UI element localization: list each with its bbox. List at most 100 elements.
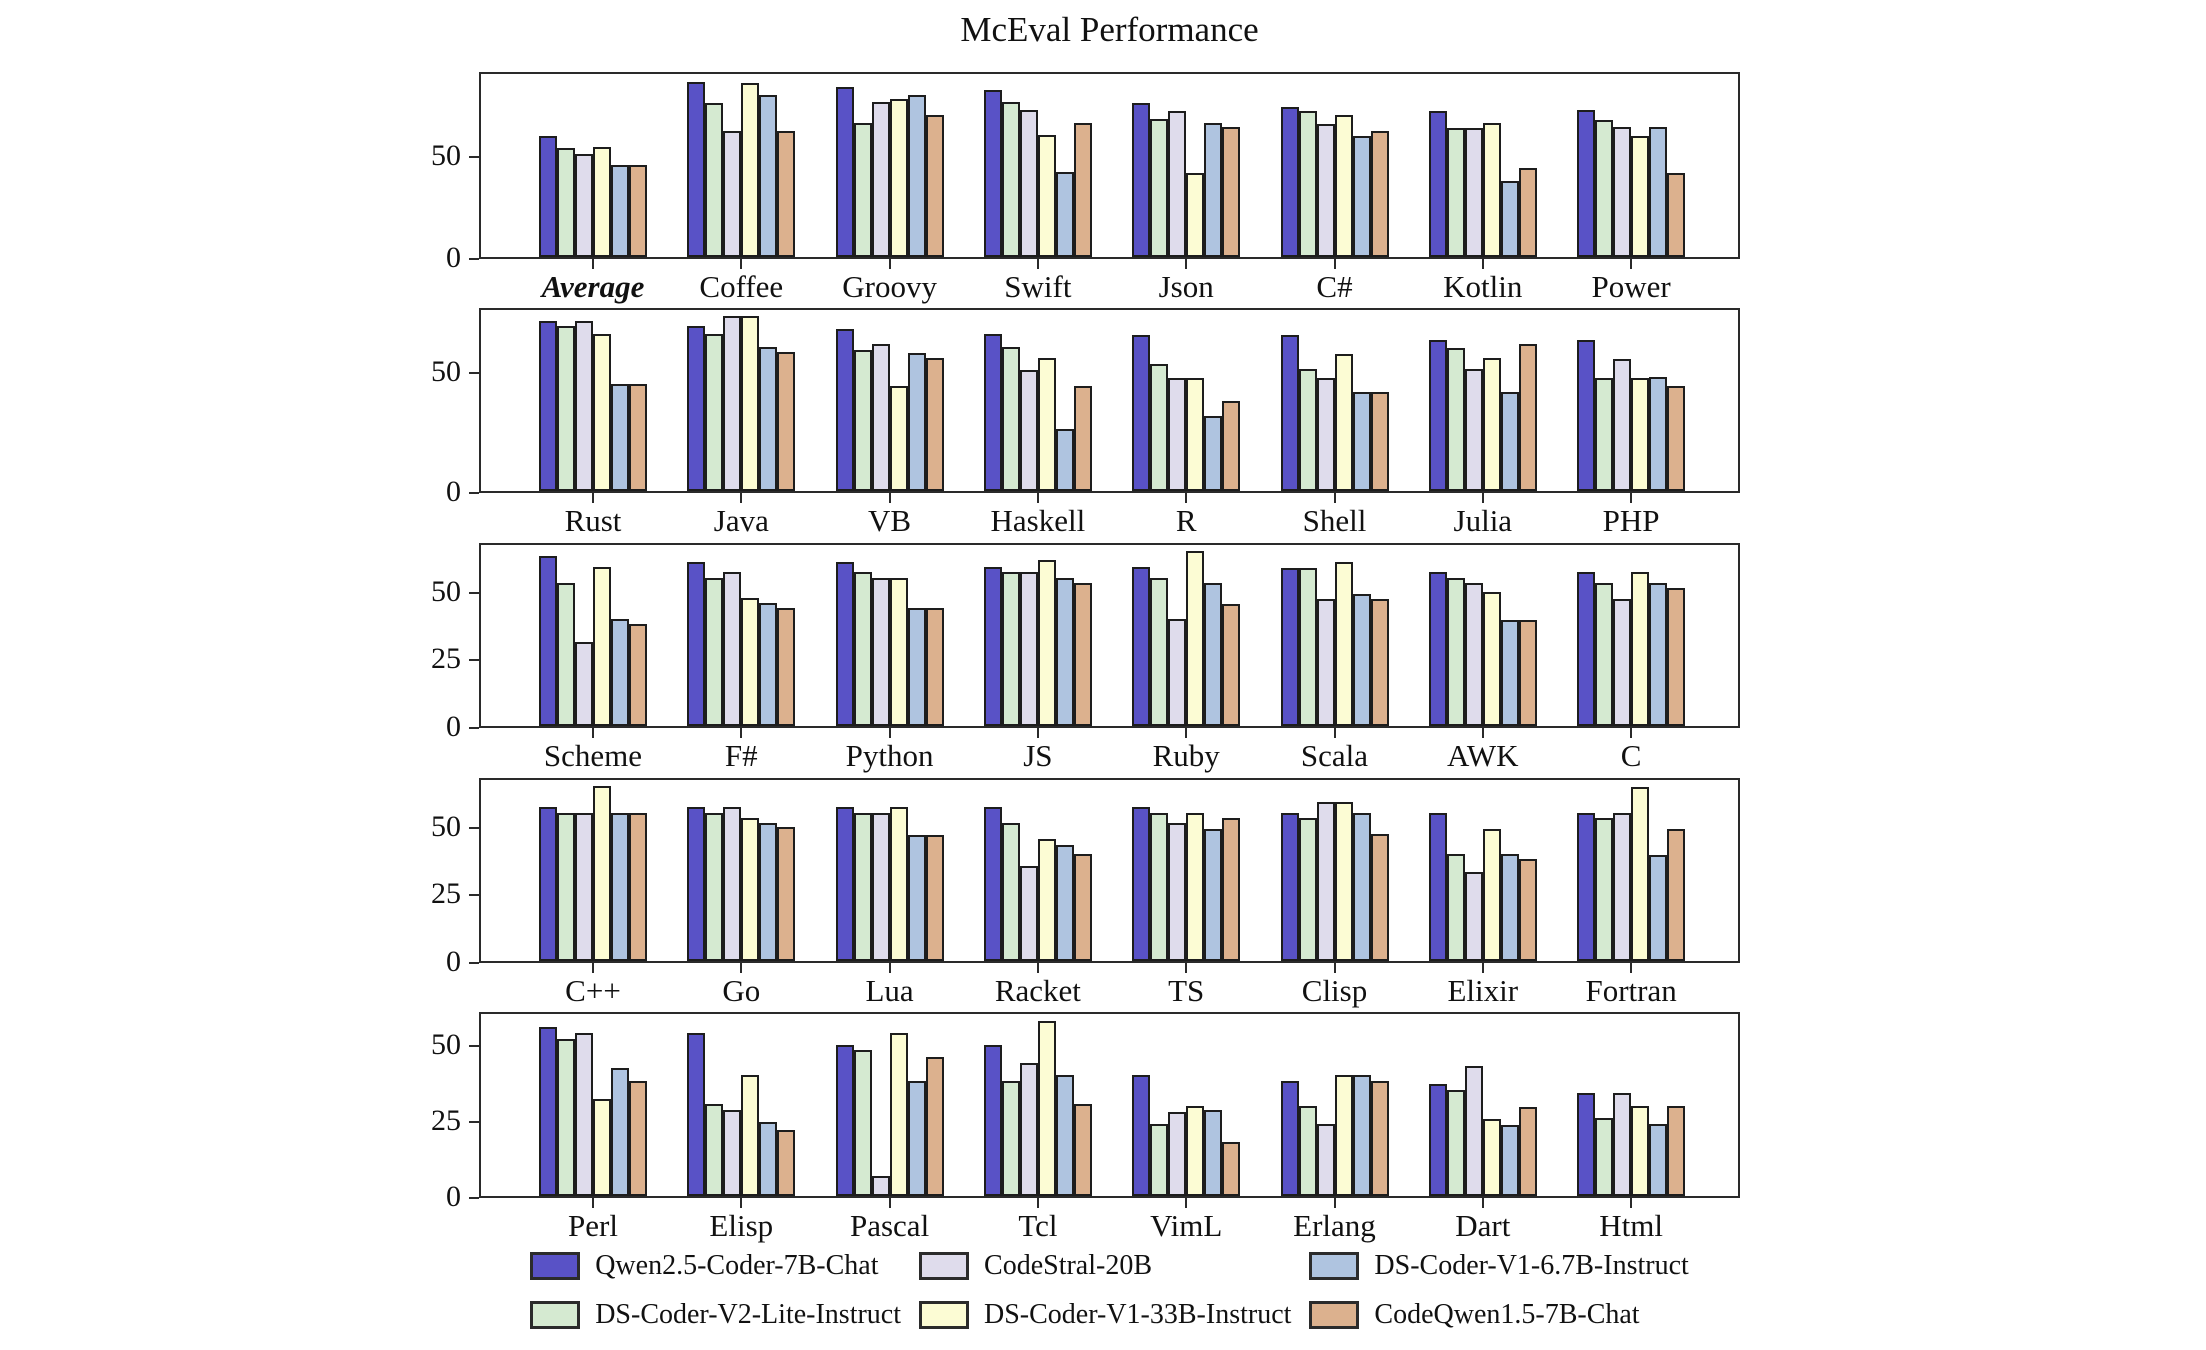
x-tick-label-PHP: PHP <box>1602 503 1660 538</box>
bar-codestral-20b <box>1168 619 1187 726</box>
x-tick-label-Python: Python <box>845 738 934 773</box>
x-tick-label-Julia: Julia <box>1453 503 1513 538</box>
bar-codeqwen1.5-7b-chat <box>1073 386 1092 491</box>
bar-qwen25-coder-7b-chat <box>1132 807 1151 961</box>
bar-ds-coder-v2-lite-instruct <box>1150 812 1169 961</box>
bar-qwen25-coder-7b-chat <box>835 807 854 961</box>
bar-ds-coder-v1-6.7b-instruct <box>1055 577 1074 726</box>
legend-item-codeqwen1.5-7b-chat: CodeQwen1.5-7B-Chat <box>1309 1299 1688 1331</box>
subplot-5: 0 25 50 Perl Elisp Pascal Tcl VimL Erlang Dart Htm… <box>431 1012 1740 1243</box>
bar-codeqwen1.5-7b-chat <box>925 608 944 726</box>
bar-ds-coder-v1-6.7b-instruct <box>1352 812 1371 961</box>
bar-ds-coder-v1-6.7b-instruct <box>1352 593 1371 726</box>
bar-codestral-20b <box>575 1033 593 1196</box>
bar-group-Haskell <box>983 334 1092 491</box>
bar-codeqwen1.5-7b-chat <box>777 131 796 257</box>
legend-item-codestral-20b: CodeStral-20B <box>919 1250 1291 1282</box>
bar-codeqwen1.5-7b-chat <box>777 827 796 961</box>
bar-codestral-20b <box>871 343 890 491</box>
legend-item-qwen25-coder-7b-chat: Qwen2.5-Coder-7B-Chat <box>530 1250 901 1282</box>
legend-swatch-codeqwen1.5-7b-chat <box>1309 1301 1360 1329</box>
bar-group-Dart <box>1428 1066 1537 1196</box>
x-tick-label-Dart: Dart <box>1455 1208 1511 1243</box>
x-tick-mark <box>1036 259 1039 269</box>
bar-codeqwen1.5-7b-chat <box>1370 834 1389 961</box>
bar-ds-coder-v1-33b-instruct <box>741 597 760 726</box>
bar-ds-coder-v1-33b-instruct <box>1334 1075 1353 1196</box>
x-tick-mark <box>592 1198 594 1208</box>
y-tick-label: 0 <box>446 475 461 508</box>
x-tick-mark <box>1333 493 1336 503</box>
x-tick-mark <box>1481 493 1484 503</box>
x-tick-label-Groovy: Groovy <box>842 269 937 304</box>
bar-ds-coder-v1-33b-instruct <box>1186 551 1205 726</box>
bar-group-Kotlin <box>1428 111 1537 257</box>
bar-group-JS <box>983 560 1092 726</box>
y-tick-label: 0 <box>446 945 461 978</box>
bar-ds-coder-v1-6.7b-instruct <box>759 823 778 961</box>
bar-codeqwen1.5-7b-chat <box>1667 588 1686 726</box>
x-tick-mark <box>740 963 743 973</box>
bar-codeqwen1.5-7b-chat <box>1667 828 1686 961</box>
bar-ds-coder-v1-6.7b-instruct <box>759 347 778 491</box>
bar-qwen25-coder-7b-chat <box>835 87 854 257</box>
bar-ds-coder-v1-33b-instruct <box>889 1033 908 1196</box>
x-tick-mark <box>592 728 594 738</box>
bar-ds-coder-v1-33b-instruct <box>741 818 760 961</box>
bar-ds-coder-v1-33b-instruct <box>1482 1119 1501 1196</box>
y-tick-mark <box>469 727 479 729</box>
bar-group-Elisp <box>687 1033 796 1196</box>
bar-codestral-20b <box>1168 378 1187 491</box>
bar-ds-coder-v1-33b-instruct <box>593 1099 611 1196</box>
bar-group-Tcl <box>983 1021 1092 1196</box>
bar-ds-coder-v1-33b-instruct <box>889 99 908 257</box>
bar-ds-coder-v2-lite-instruct <box>705 334 724 491</box>
bar-group-TS <box>1132 807 1241 961</box>
x-tick-mark <box>1333 963 1336 973</box>
bar-ds-coder-v2-lite-instruct <box>853 572 872 726</box>
bar-qwen25-coder-7b-chat <box>1280 812 1299 961</box>
bar-qwen25-coder-7b-chat <box>983 1045 1002 1196</box>
bar-codestral-20b <box>723 131 742 257</box>
bar-codeqwen1.5-7b-chat <box>1073 583 1092 726</box>
bar-codestral-20b <box>575 812 593 961</box>
bar-ds-coder-v2-lite-instruct <box>705 577 724 726</box>
bar-codestral-20b <box>871 1176 890 1196</box>
x-tick-label-Shell: Shell <box>1302 503 1367 538</box>
bar-qwen25-coder-7b-chat <box>539 136 557 257</box>
legend-item-ds-coder-v2-lite-instruct: DS-Coder-V2-Lite-Instruct <box>530 1299 901 1331</box>
legend-label-qwen25-coder-7b-chat: Qwen2.5-Coder-7B-Chat <box>595 1250 879 1281</box>
bar-ds-coder-v1-6.7b-instruct <box>907 353 926 491</box>
bar-ds-coder-v1-33b-instruct <box>1631 572 1650 726</box>
bar-group-Erlang <box>1280 1075 1389 1196</box>
subplot-3: 0 25 50 Scheme F# Python JS Ruby Scala AWK C <box>431 543 1740 773</box>
bar-codeqwen1.5-7b-chat <box>629 164 647 257</box>
bar-ds-coder-v1-6.7b-instruct <box>611 384 629 491</box>
bar-codeqwen1.5-7b-chat <box>1518 343 1537 491</box>
bar-ds-coder-v1-33b-instruct <box>1037 135 1056 257</box>
bar-ds-coder-v1-6.7b-instruct <box>1649 376 1668 491</box>
y-tick-label: 25 <box>431 877 461 911</box>
bar-group-VimL <box>1132 1075 1241 1196</box>
bar-ds-coder-v1-33b-instruct <box>741 83 760 257</box>
y-tick-mark <box>469 591 479 594</box>
bar-qwen25-coder-7b-chat <box>539 807 557 961</box>
bar-ds-coder-v2-lite-instruct <box>557 583 575 726</box>
x-tick-label-R: R <box>1175 503 1197 538</box>
x-tick-label-Average: Average <box>541 269 645 304</box>
bar-ds-coder-v2-lite-instruct <box>1446 1090 1465 1196</box>
bar-codeqwen1.5-7b-chat <box>925 115 944 257</box>
bar-group-C# <box>1280 107 1389 257</box>
bar-ds-coder-v2-lite-instruct <box>1446 128 1465 257</box>
x-tick-label-C: C <box>1620 738 1642 773</box>
bar-ds-coder-v2-lite-instruct <box>1595 1117 1614 1196</box>
bar-ds-coder-v1-6.7b-instruct <box>1500 620 1519 726</box>
legend-swatch-ds-coder-v1-33b-instruct <box>919 1301 970 1329</box>
bar-group-Ruby <box>1132 551 1241 726</box>
x-tick-label-Kotlin: Kotlin <box>1443 269 1523 304</box>
bar-codeqwen1.5-7b-chat <box>1518 620 1537 726</box>
bar-codeqwen1.5-7b-chat <box>777 608 796 726</box>
bar-codeqwen1.5-7b-chat <box>629 1081 647 1196</box>
legend-swatch-qwen25-coder-7b-chat <box>530 1252 581 1280</box>
x-tick-mark <box>1185 259 1188 269</box>
